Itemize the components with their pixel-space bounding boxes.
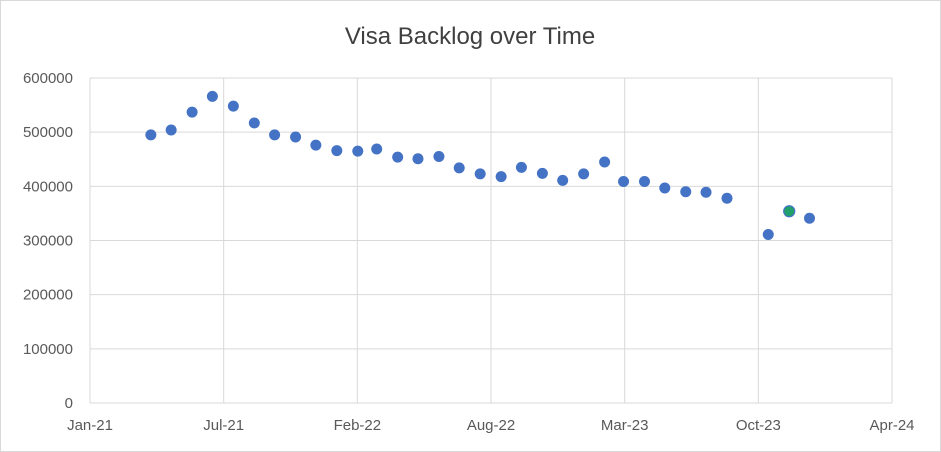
x-tick-label: Jan-21: [67, 417, 113, 434]
data-point: [721, 192, 733, 204]
y-tick-label: 300000: [23, 233, 73, 250]
y-tick-label: 400000: [23, 178, 73, 195]
x-tick-label: Jul-21: [203, 417, 244, 434]
y-tick-label: 200000: [23, 287, 73, 304]
data-point: [227, 100, 239, 112]
x-tick-label: Oct-23: [736, 417, 781, 434]
data-point: [165, 124, 177, 136]
data-point: [578, 168, 590, 180]
data-point: [700, 186, 712, 198]
data-point: [536, 167, 548, 179]
data-point: [186, 106, 198, 118]
data-point: [310, 139, 322, 151]
x-tick-label: Aug-22: [467, 417, 515, 434]
x-tick-label: Feb-22: [334, 417, 382, 434]
data-point: [269, 129, 281, 141]
data-point: [433, 151, 445, 163]
data-point: [659, 182, 671, 194]
data-point: [392, 151, 404, 163]
data-point: [248, 117, 260, 129]
highlighted-data-point: [783, 205, 796, 218]
data-point: [680, 186, 692, 198]
data-point: [515, 161, 527, 173]
data-point: [639, 175, 651, 187]
grid-lines: [89, 77, 893, 404]
x-tick-label: Apr-24: [869, 417, 914, 434]
y-tick-label: 600000: [23, 70, 73, 87]
data-point: [557, 174, 569, 186]
data-point: [371, 143, 383, 155]
data-point: [762, 229, 774, 241]
y-tick-label: 0: [65, 395, 73, 412]
data-point: [804, 212, 816, 224]
data-point: [412, 153, 424, 165]
data-point: [618, 175, 630, 187]
y-tick-label: 100000: [23, 341, 73, 358]
data-point: [453, 162, 465, 174]
data-point: [331, 145, 343, 157]
data-point: [599, 156, 611, 168]
x-tick-label: Mar-23: [601, 417, 649, 434]
chart-title: Visa Backlog over Time: [345, 23, 595, 50]
data-point: [474, 168, 486, 180]
y-axis-ticks: 0 100000 200000 300000 400000 500000 600000: [23, 70, 73, 412]
data-point: [206, 90, 218, 102]
data-points: [145, 90, 816, 241]
y-tick-label: 500000: [23, 124, 73, 141]
data-point: [290, 131, 302, 143]
data-point: [352, 145, 364, 157]
data-point: [495, 171, 507, 183]
data-point: [145, 129, 157, 141]
x-axis-ticks: Jan-21 Jul-21 Feb-22 Aug-22 Mar-23 Oct-23 Apr-…: [67, 417, 914, 434]
